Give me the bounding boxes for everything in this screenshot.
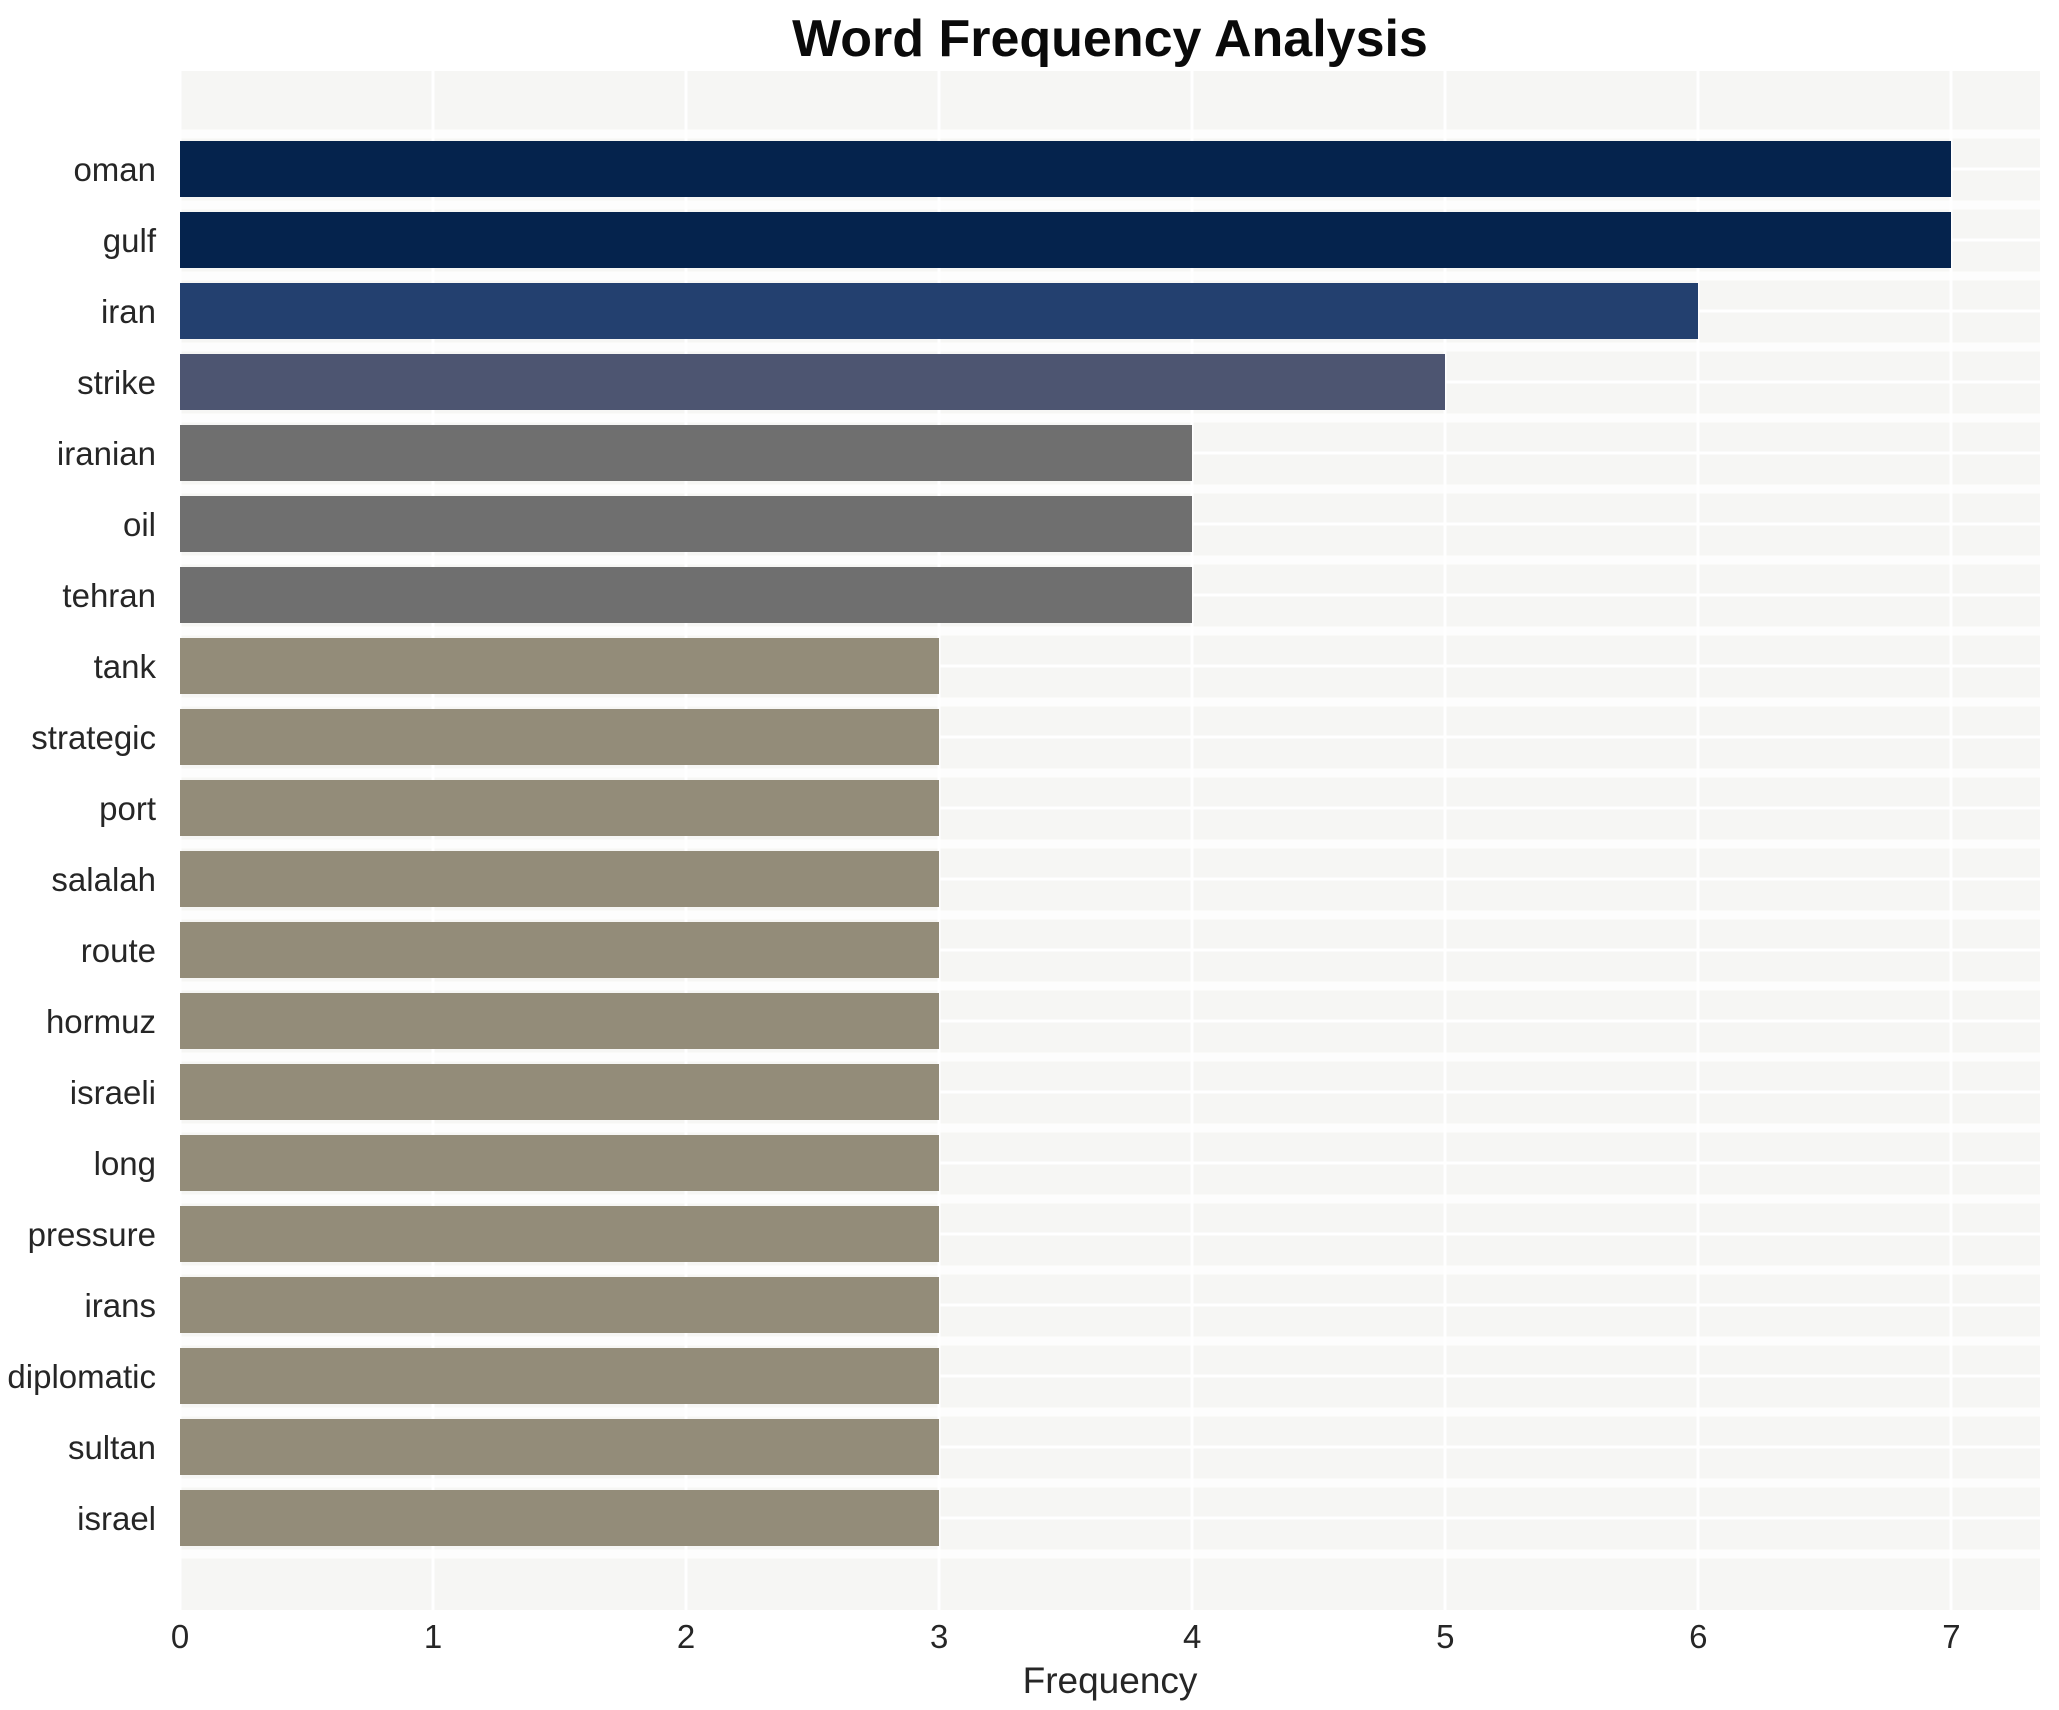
bar-pressure [180,1206,940,1262]
x-tick-label-3: 3 [929,1618,949,1655]
gridline-horizontal-minor [180,129,2040,138]
gridline-horizontal-major [180,1090,2040,1094]
bar-salalah [180,851,940,907]
gridline-horizontal-major [180,664,2040,668]
y-tick-label-tank: tank [93,647,156,685]
y-tick-label-israel: israel [77,1499,156,1537]
gridline-horizontal-minor [180,1336,2040,1345]
gridline-horizontal-major [180,1019,2040,1023]
gridline-horizontal-minor [180,910,2040,919]
gridline-horizontal-minor [180,271,2040,280]
x-tick-label-2: 2 [676,1618,696,1655]
y-tick-label-long: long [93,1144,156,1182]
gridline-horizontal-minor [180,1549,2040,1558]
gridline-vertical [180,71,182,1610]
gridline-horizontal-major [180,1445,2040,1449]
y-tick-label-hormuz: hormuz [45,1002,156,1040]
gridline-vertical [1696,71,1700,1610]
bar-israel [180,1490,940,1546]
chart-title: Word Frequency Analysis [792,10,1428,68]
y-tick-label-israeli: israeli [69,1073,156,1111]
plot-area [180,71,2040,1610]
x-tick-label-5: 5 [1436,1618,1455,1655]
gridline-horizontal-minor [180,1265,2040,1274]
gridline-horizontal-major [180,1232,2040,1236]
x-tick-label-1: 1 [423,1618,443,1655]
y-tick-label-iran: iran [100,292,156,330]
y-tick-label-sultan: sultan [67,1428,156,1466]
x-axis-title: Frequency [1022,1660,1198,1701]
y-tick-label-pressure: pressure [27,1215,156,1253]
x-tick-label-7: 7 [1942,1618,1961,1655]
gridline-vertical [937,71,941,1610]
y-tick-label-irans: irans [84,1286,156,1324]
gridline-horizontal-minor [180,981,2040,990]
bar-oil [180,496,1193,552]
y-tick-label-iranian: iranian [56,434,156,472]
gridline-horizontal-minor [180,839,2040,848]
bar-sultan [180,1419,940,1475]
gridline-horizontal-major [180,877,2040,881]
y-tick-label-tehran: tehran [62,576,156,614]
gridline-horizontal-minor [180,1407,2040,1416]
bar-gulf [180,212,1952,268]
gridline-vertical [1190,71,1194,1610]
bar-strike [180,354,1446,410]
bar-iranian [180,425,1193,481]
gridline-horizontal-minor [180,1052,2040,1061]
gridline-horizontal-minor [180,1123,2040,1132]
gridline-horizontal-minor [180,555,2040,564]
bar-long [180,1135,940,1191]
bar-hormuz [180,993,940,1049]
x-axis-ticks: 0 1 2 3 4 5 6 7 [171,1618,2040,1664]
gridline-horizontal-minor [180,626,2040,635]
gridline-vertical [1949,71,1953,1610]
gridline-horizontal-major [180,806,2040,810]
gridline-horizontal-major [180,1374,2040,1378]
gridline-horizontal-minor [180,697,2040,706]
gridline-vertical [684,71,688,1610]
bar-port [180,780,940,836]
gridline-horizontal-minor [180,484,2040,493]
y-tick-label-route: route [80,931,156,969]
bar-tehran [180,567,1193,623]
y-tick-label-diplomatic: diplomatic [7,1357,156,1395]
bar-israeli [180,1064,940,1120]
y-tick-label-port: port [99,789,156,827]
y-tick-label-strike: strike [77,363,156,401]
gridline-horizontal-major [180,1161,2040,1165]
gridline-horizontal-minor [180,342,2040,351]
bar-oman [180,141,1952,197]
gridline-horizontal-minor [180,200,2040,209]
gridline-horizontal-major [180,1303,2040,1307]
gridline-horizontal-minor [180,768,2040,777]
x-tick-label-6: 6 [1689,1618,1708,1655]
y-axis-labels: oman gulf iran strike iranian oil tehran tank st… [0,71,168,1610]
gridline-vertical [431,71,435,1610]
bar-iran [180,283,1699,339]
gridline-vertical [1443,71,1447,1610]
gridline-horizontal-major [180,948,2040,952]
bar-route [180,922,940,978]
bar-tank [180,638,940,694]
gridline-horizontal-major [180,1516,2040,1520]
bar-irans [180,1277,940,1333]
gridline-horizontal-minor [180,1478,2040,1487]
y-tick-label-strategic: strategic [31,718,156,756]
x-tick-label-0: 0 [170,1618,190,1655]
y-tick-label-oil: oil [122,505,156,543]
gridline-horizontal-major [180,735,2040,739]
bar-strategic [180,709,940,765]
gridline-horizontal-minor [180,1194,2040,1203]
y-tick-label-oman: oman [73,150,156,188]
gridline-horizontal-minor [180,413,2040,422]
y-tick-label-salalah: salalah [51,860,156,898]
x-tick-label-4: 4 [1183,1618,1202,1655]
y-tick-label-gulf: gulf [102,221,156,259]
bar-diplomatic [180,1348,940,1404]
